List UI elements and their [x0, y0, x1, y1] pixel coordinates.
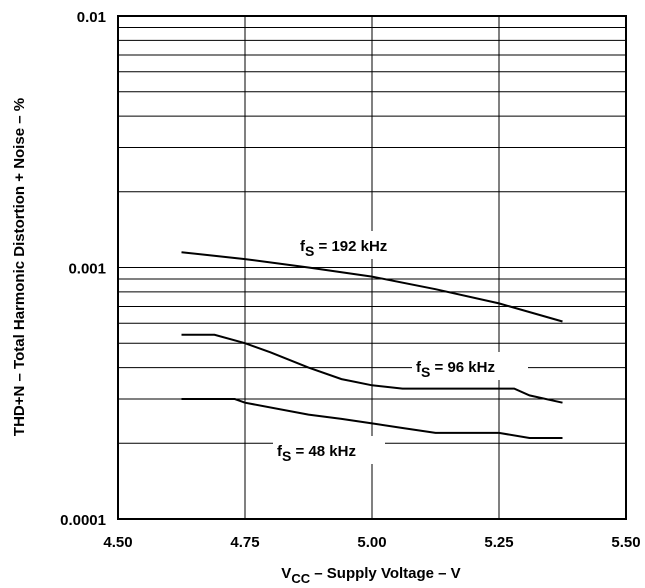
series-line-2 — [181, 398, 563, 439]
series-lines — [181, 251, 563, 439]
series-label-bg — [296, 231, 428, 259]
y-tick-label: 0.01 — [77, 9, 106, 26]
y-tick-label: 0.001 — [68, 261, 106, 278]
x-axis-title-rest: – Supply Voltage – V — [310, 565, 461, 582]
series-label-bg — [412, 352, 528, 380]
series-line-1 — [181, 333, 563, 404]
series-labels: fS = 192 kHz fS = 96 kHz fS = 48 kHz — [273, 231, 528, 464]
tick-labels: 4.50 4.75 5.00 5.25 5.50 0.0001 0.001 0.01 — [60, 9, 640, 551]
x-tick-label: 4.75 — [230, 534, 259, 551]
x-tick-label: 5.25 — [484, 534, 513, 551]
x-tick-label: 4.50 — [103, 534, 132, 551]
y-tick-label: 0.0001 — [60, 512, 106, 529]
grid — [118, 16, 626, 519]
x-tick-label: 5.00 — [357, 534, 386, 551]
series-label-bg — [273, 436, 385, 464]
plot-frame — [117, 15, 627, 520]
x-axis-title-main: V — [281, 565, 291, 582]
x-axis-title: VCC – Supply Voltage – V — [281, 565, 460, 586]
series-line-0 — [181, 251, 563, 323]
x-tick-label: 5.50 — [611, 534, 640, 551]
x-axis-title-sub: CC — [291, 571, 310, 586]
y-axis-title: THD+N – Total Harmonic Distortion + Nois… — [11, 98, 28, 436]
series-label-2: fS = 48 kHz — [277, 443, 356, 464]
series-label-1: fS = 96 kHz — [416, 359, 495, 380]
series-label-0: fS = 192 kHz — [300, 238, 387, 259]
